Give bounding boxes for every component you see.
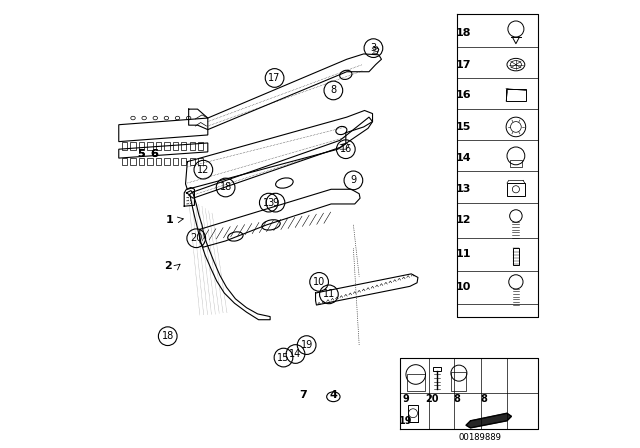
Bar [173, 158, 178, 165]
Bar [147, 142, 152, 150]
Text: 9: 9 [273, 198, 278, 207]
Text: 18: 18 [220, 182, 232, 193]
Text: 5: 5 [137, 149, 145, 159]
Text: 5: 5 [137, 149, 145, 159]
Bar [513, 248, 518, 265]
Text: 8: 8 [481, 393, 487, 404]
Text: 7: 7 [300, 390, 307, 401]
Text: 9: 9 [350, 175, 356, 185]
Text: 10: 10 [313, 277, 325, 287]
Text: 14: 14 [456, 153, 471, 163]
Bar [147, 158, 152, 165]
Bar [131, 158, 136, 165]
Text: 18: 18 [456, 28, 471, 38]
Polygon shape [466, 413, 511, 428]
Bar [164, 158, 170, 165]
Text: 14: 14 [289, 349, 301, 359]
Text: 17: 17 [268, 73, 281, 83]
Bar [198, 158, 204, 165]
Text: 2: 2 [164, 261, 172, 271]
Bar [156, 158, 161, 165]
Text: 8: 8 [330, 86, 337, 95]
Bar [433, 367, 441, 371]
Text: 16: 16 [456, 90, 471, 100]
Text: 12: 12 [456, 215, 471, 225]
Text: 20: 20 [425, 393, 438, 404]
Text: 18: 18 [162, 331, 174, 341]
Text: 15: 15 [456, 122, 471, 132]
Text: OO189889: OO189889 [459, 433, 502, 442]
Bar [181, 142, 186, 150]
Text: 9: 9 [403, 393, 410, 404]
Text: 11: 11 [456, 249, 471, 259]
Text: 16: 16 [340, 144, 352, 154]
Text: 3: 3 [371, 43, 376, 53]
Text: 15: 15 [277, 353, 290, 362]
Bar [156, 142, 161, 150]
Bar [173, 142, 178, 150]
Bar [164, 142, 170, 150]
Bar [509, 160, 522, 167]
Text: 12: 12 [197, 165, 209, 175]
Bar [451, 372, 467, 391]
Bar [408, 405, 418, 422]
Text: 6: 6 [150, 149, 158, 159]
Bar [122, 142, 127, 150]
Text: 11: 11 [323, 289, 335, 299]
Bar [407, 374, 424, 391]
Bar [139, 142, 144, 150]
Bar [189, 142, 195, 150]
Text: 10: 10 [456, 282, 471, 292]
Bar [198, 142, 204, 150]
Bar [122, 158, 127, 165]
Text: 1: 1 [166, 215, 173, 224]
Text: 6: 6 [150, 149, 158, 159]
Text: 13: 13 [262, 198, 275, 207]
Bar [507, 183, 525, 195]
Text: 8: 8 [454, 393, 461, 404]
Text: 13: 13 [456, 184, 471, 194]
Bar [131, 142, 136, 150]
Bar [181, 158, 186, 165]
Bar [189, 158, 195, 165]
Text: 17: 17 [456, 60, 471, 69]
Text: 19: 19 [399, 416, 413, 426]
Text: 19: 19 [301, 340, 313, 350]
Bar [139, 158, 144, 165]
Text: 4: 4 [330, 390, 337, 401]
Text: 20: 20 [190, 233, 202, 243]
